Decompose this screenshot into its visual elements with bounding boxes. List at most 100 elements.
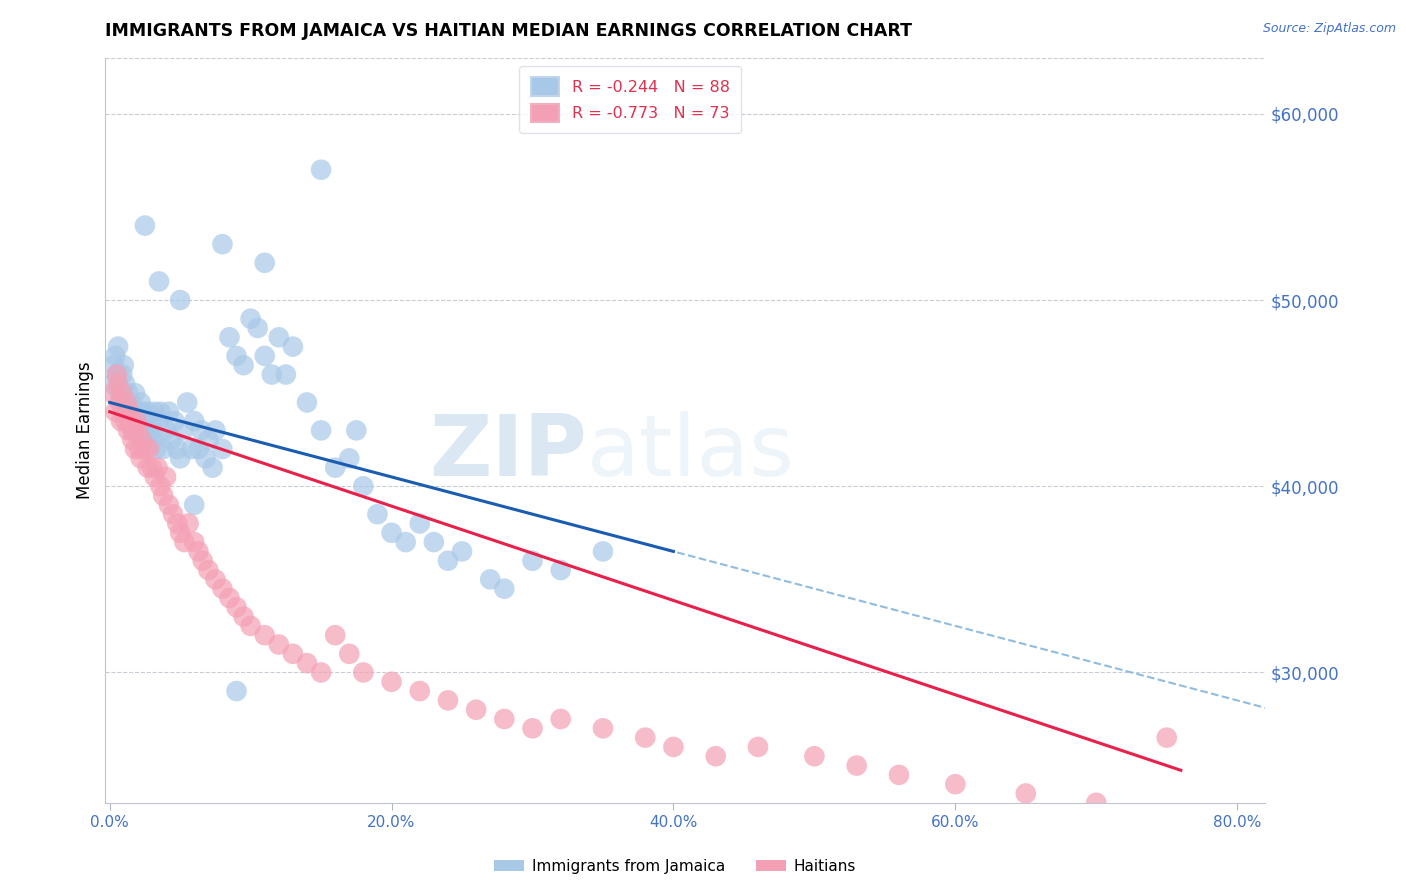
Point (112, 405, 135, 419)
Point (104, 349, 127, 363)
Point (197, 433, 219, 447)
Point (366, 507, 388, 521)
Point (225, 600, 247, 615)
Point (323, 460, 346, 475)
Point (132, 405, 155, 419)
Point (352, 665, 374, 680)
Point (112, 405, 135, 419)
Text: ZIP: ZIP (429, 411, 586, 494)
Point (143, 470, 166, 484)
Point (281, 340, 304, 354)
Point (114, 414, 136, 428)
Point (943, 777, 966, 791)
Point (522, 721, 544, 735)
Point (177, 516, 200, 531)
Point (845, 758, 868, 772)
Point (323, 628, 346, 642)
Point (122, 405, 145, 419)
Point (173, 535, 195, 549)
Point (111, 368, 134, 382)
Point (211, 442, 233, 456)
Point (157, 405, 180, 419)
Point (592, 544, 614, 558)
Point (107, 376, 129, 391)
Point (183, 414, 205, 428)
Point (522, 554, 544, 568)
Point (117, 424, 139, 438)
Point (145, 442, 167, 456)
Point (114, 376, 136, 391)
Point (107, 340, 129, 354)
Point (101, 376, 124, 391)
Legend: R = -0.244   N = 88, R = -0.773   N = 73: R = -0.244 N = 88, R = -0.773 N = 73 (519, 66, 741, 133)
Point (1085, 796, 1108, 810)
Point (437, 693, 460, 707)
Point (352, 479, 374, 493)
Point (124, 386, 146, 401)
Point (309, 424, 332, 438)
Point (115, 395, 138, 409)
Point (232, 358, 254, 372)
Point (131, 414, 153, 428)
Point (131, 433, 153, 447)
Point (187, 442, 209, 456)
Point (122, 424, 145, 438)
Point (143, 405, 166, 419)
Point (194, 451, 217, 466)
Point (260, 368, 283, 382)
Point (141, 460, 163, 475)
Point (634, 731, 657, 745)
Point (108, 395, 131, 409)
Point (117, 386, 139, 401)
Point (155, 470, 177, 484)
Point (187, 544, 209, 558)
Point (423, 535, 446, 549)
Point (134, 219, 156, 233)
Y-axis label: Median Earnings: Median Earnings (76, 361, 94, 500)
Point (118, 405, 141, 419)
Point (747, 739, 769, 754)
Point (239, 311, 262, 326)
Point (267, 638, 290, 652)
Point (134, 424, 156, 438)
Point (267, 330, 290, 344)
Point (162, 507, 184, 521)
Point (592, 721, 614, 735)
Point (136, 405, 159, 419)
Point (211, 237, 233, 252)
Point (169, 451, 191, 466)
Point (225, 684, 247, 698)
Point (309, 162, 332, 177)
Point (110, 414, 132, 428)
Point (380, 674, 402, 689)
Point (204, 573, 226, 587)
Point (163, 414, 186, 428)
Point (110, 395, 132, 409)
Point (409, 684, 432, 698)
Point (191, 554, 214, 568)
Point (120, 395, 142, 409)
Point (176, 395, 198, 409)
Point (253, 256, 276, 270)
Point (127, 424, 149, 438)
Point (246, 321, 269, 335)
Point (180, 442, 202, 456)
Point (218, 591, 240, 605)
Point (157, 498, 180, 512)
Point (204, 424, 226, 438)
Text: IMMIGRANTS FROM JAMAICA VS HAITIAN MEDIAN EARNINGS CORRELATION CHART: IMMIGRANTS FROM JAMAICA VS HAITIAN MEDIA… (105, 22, 912, 40)
Point (494, 582, 516, 596)
Point (465, 703, 488, 717)
Point (451, 544, 474, 558)
Point (135, 433, 157, 447)
Point (169, 293, 191, 307)
Point (138, 424, 160, 438)
Point (125, 414, 148, 428)
Point (409, 516, 432, 531)
Point (1015, 787, 1038, 801)
Point (129, 395, 152, 409)
Point (134, 442, 156, 456)
Point (125, 414, 148, 428)
Point (136, 460, 159, 475)
Point (166, 516, 188, 531)
